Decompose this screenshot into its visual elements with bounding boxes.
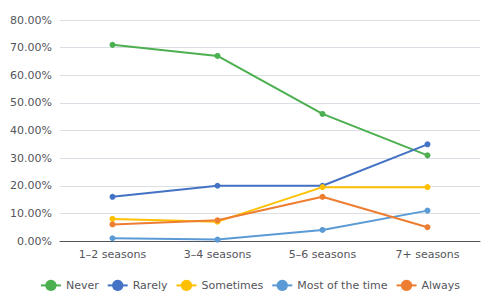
svg-text:40.00%: 40.00% [10,124,52,137]
svg-text:5–6 seasons: 5–6 seasons [289,248,357,261]
svg-text:1–2 seasons: 1–2 seasons [79,248,147,261]
svg-text:70.00%: 70.00% [10,41,52,54]
svg-text:0.00%: 0.00% [17,235,52,248]
svg-text:60.00%: 60.00% [10,69,52,82]
svg-text:Always: Always [422,279,461,292]
svg-text:30.00%: 30.00% [10,152,52,165]
svg-text:Rarely: Rarely [133,279,168,292]
svg-text:7+ seasons: 7+ seasons [395,248,459,261]
svg-text:50.00%: 50.00% [10,96,52,109]
svg-text:Sometimes: Sometimes [201,279,263,292]
svg-text:Never: Never [66,279,99,292]
svg-text:20.00%: 20.00% [10,179,52,192]
svg-text:80.00%: 80.00% [10,14,52,27]
svg-text:10.00%: 10.00% [10,207,52,220]
svg-text:Most of the time: Most of the time [297,279,387,292]
svg-text:3–4 seasons: 3–4 seasons [184,248,252,261]
